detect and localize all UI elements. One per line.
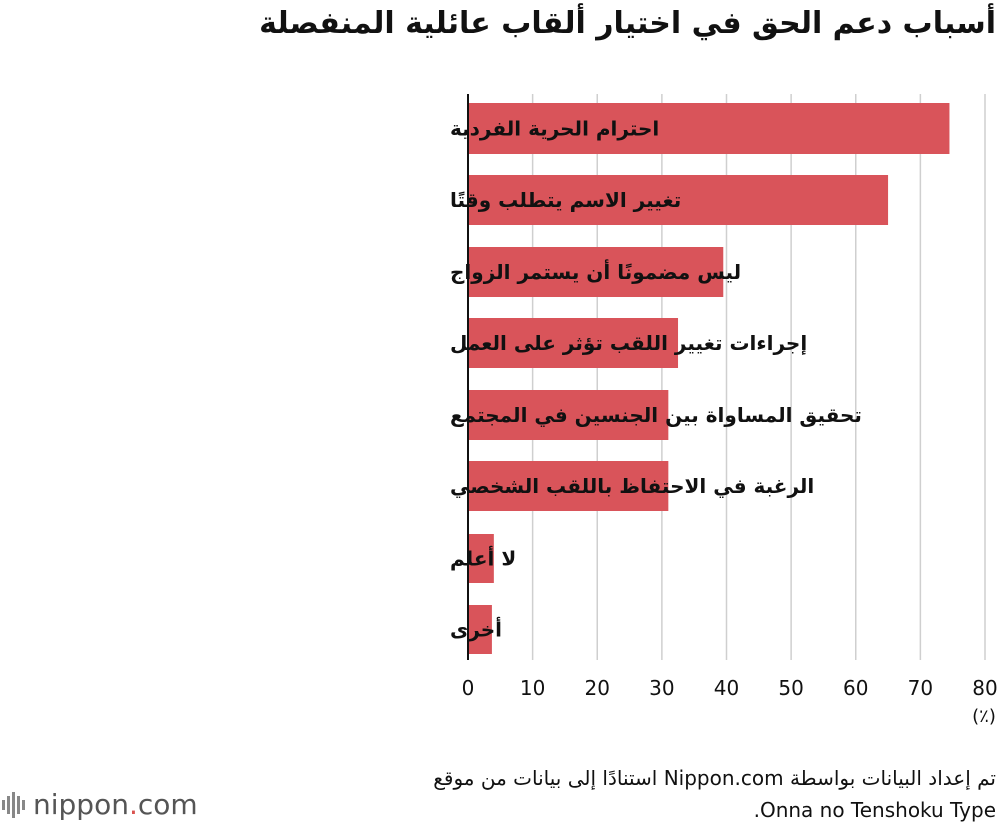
bar-chart: احترام الحرية الفردية تغيير الاسم يتطلب و… bbox=[450, 94, 998, 727]
bar bbox=[468, 605, 492, 654]
category-label: احترام الحرية الفردية bbox=[450, 117, 659, 141]
category-label: ليس مضمونًا أن يستمر الزواج bbox=[450, 258, 741, 284]
x-tick-label: 30 bbox=[649, 676, 674, 700]
bars bbox=[468, 103, 950, 654]
bar bbox=[468, 318, 679, 368]
category-label: الرغبة في الاحتفاظ باللقب الشخصي bbox=[450, 474, 814, 499]
x-tick-label: 40 bbox=[714, 676, 739, 700]
category-label: تغيير الاسم يتطلب وقتًا bbox=[450, 188, 681, 212]
x-tick-label: 60 bbox=[843, 676, 868, 700]
x-tick-label: 0 bbox=[462, 676, 475, 700]
logo-suffix: com bbox=[137, 788, 198, 821]
unit-label: (٪) bbox=[972, 706, 996, 727]
x-tick-label: 50 bbox=[778, 676, 803, 700]
category-labels: احترام الحرية الفردية تغيير الاسم يتطلب و… bbox=[450, 117, 862, 642]
category-label: لا أعلم bbox=[450, 545, 516, 571]
logo-bars-icon bbox=[2, 791, 27, 818]
category-label: تحقيق المساواة بين الجنسين في المجتمع bbox=[450, 403, 862, 428]
x-tick-label: 20 bbox=[585, 676, 610, 700]
bar bbox=[468, 461, 669, 511]
source-line-1: تم إعداد البيانات بواسطة Nippon.com استن… bbox=[433, 766, 996, 790]
logo-text: nippon bbox=[33, 788, 129, 821]
nippon-logo: nippon. com bbox=[2, 788, 198, 821]
source-line-2: Onna no Tenshoku Type. bbox=[753, 798, 996, 822]
bar bbox=[468, 247, 724, 297]
bar bbox=[468, 534, 494, 583]
bar bbox=[468, 103, 950, 154]
x-tick-label: 80 bbox=[972, 676, 997, 700]
x-tick-label: 10 bbox=[520, 676, 545, 700]
x-tick-label: 70 bbox=[908, 676, 933, 700]
chart-title: أسباب دعم الحق في اختيار ألقاب عائلية ال… bbox=[259, 6, 996, 41]
category-label: أخرى bbox=[450, 616, 502, 642]
logo-dot: . bbox=[128, 788, 138, 821]
bar bbox=[468, 175, 889, 225]
tick-labels: 0 10 20 30 40 50 60 70 80 bbox=[462, 676, 998, 700]
bar bbox=[468, 390, 669, 440]
category-label: إجراءات تغيير اللقب تؤثر على العمل bbox=[450, 331, 807, 355]
